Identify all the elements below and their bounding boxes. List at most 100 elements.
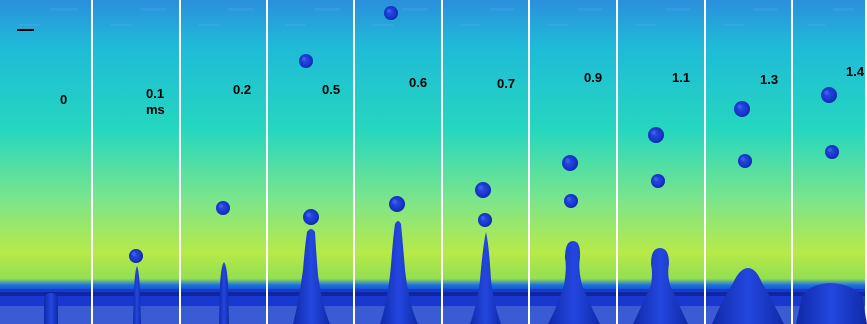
droplet-highlight (653, 176, 659, 181)
time-label: 0 (60, 92, 67, 108)
droplet (299, 54, 313, 68)
droplet-highlight (392, 199, 397, 205)
surface-reflection (227, 8, 254, 11)
time-label: 1.4 (846, 64, 864, 80)
frame-panel-8 (706, 0, 791, 324)
liquid-jet (633, 248, 688, 324)
surface-reflection (723, 24, 745, 26)
droplet-highlight (386, 8, 391, 13)
time-label: 1.1 (672, 70, 690, 86)
surface-reflection (665, 8, 692, 11)
surface-reflection (18, 24, 41, 26)
frame-panel-7 (618, 0, 704, 324)
surface-reflection (752, 8, 779, 11)
panel-background (793, 0, 865, 324)
droplet-highlight (480, 215, 485, 220)
surface-reflection (489, 8, 516, 11)
liquid-jet (133, 266, 141, 324)
time-label: 0.6 (409, 75, 427, 91)
droplet (384, 6, 398, 20)
time-label: 0.7 (497, 76, 515, 92)
surface-reflection (50, 8, 78, 11)
droplet (216, 201, 230, 215)
time-value: 1.4 (846, 64, 865, 79)
panel-divider (528, 0, 530, 324)
surface-reflection (140, 8, 167, 11)
time-value: 1.3 (760, 72, 779, 87)
droplet-highlight (478, 185, 483, 191)
panel-divider (353, 0, 355, 324)
panel-divider (791, 0, 793, 324)
frame-panel-6 (530, 0, 616, 324)
droplet (389, 196, 405, 212)
time-label: 0.9 (584, 70, 602, 86)
frame-panel-1 (93, 0, 179, 324)
frame-panel-0 (0, 0, 91, 324)
droplet (648, 127, 664, 143)
surface-reflection (314, 8, 341, 11)
time-label: 0.1 ms (146, 86, 165, 118)
droplet-highlight (566, 196, 572, 201)
droplet (825, 145, 839, 159)
panel-divider (179, 0, 181, 324)
frame-panel-9 (793, 0, 867, 324)
droplet (738, 154, 752, 168)
droplet (734, 101, 750, 117)
surface-reflection (285, 24, 307, 26)
droplet-highlight (131, 251, 136, 256)
liquid-jet (293, 229, 330, 324)
surface-reflection (402, 8, 429, 11)
surface-reflection (547, 24, 569, 26)
frame-panel-5 (443, 0, 528, 324)
liquid-jet (548, 241, 600, 324)
droplet (475, 182, 491, 198)
droplet (129, 249, 143, 263)
droplet (303, 209, 319, 225)
frame-panel-4 (355, 0, 441, 324)
surface-reflection (460, 24, 482, 26)
surface-reflection (372, 24, 394, 26)
liquid-jet (219, 262, 229, 324)
droplet-highlight (306, 212, 311, 218)
pool-surface-line (0, 292, 91, 296)
time-value: 0.5 (322, 82, 341, 97)
droplet-highlight (218, 203, 223, 208)
time-value: 0 (60, 92, 68, 107)
droplet (478, 213, 492, 227)
panel-background (0, 0, 91, 324)
surface-reflection (807, 24, 826, 26)
time-label: 0.5 (322, 82, 340, 98)
time-value: 0.7 (497, 76, 516, 91)
droplet-highlight (824, 90, 829, 95)
liquid-jet (44, 293, 58, 324)
panel-divider (266, 0, 268, 324)
droplet-highlight (740, 156, 746, 161)
surface-reflection (577, 8, 604, 11)
time-value: 0.6 (409, 75, 428, 90)
droplet-highlight (827, 147, 833, 152)
droplet-highlight (301, 56, 306, 62)
time-label: 0.2 (233, 82, 251, 98)
liquid-jet (470, 232, 501, 324)
droplet-highlight (565, 158, 570, 164)
panel-divider (704, 0, 706, 324)
droplet (821, 87, 837, 103)
panel-divider (91, 0, 93, 324)
droplet-highlight (737, 104, 742, 109)
surface-reflection (832, 8, 855, 11)
scale-bar (17, 29, 34, 31)
time-value: 0.1 (146, 86, 165, 101)
frame-panel-3 (268, 0, 353, 324)
time-unit: ms (146, 102, 165, 117)
droplet (651, 174, 665, 188)
time-value: 0.2 (233, 82, 252, 97)
droplet (564, 194, 578, 208)
liquid-jet (712, 268, 784, 324)
surface-reflection (110, 24, 132, 26)
droplet (562, 155, 578, 171)
time-value: 1.1 (672, 70, 691, 85)
liquid-jet (796, 283, 867, 324)
time-value: 0.9 (584, 70, 603, 85)
